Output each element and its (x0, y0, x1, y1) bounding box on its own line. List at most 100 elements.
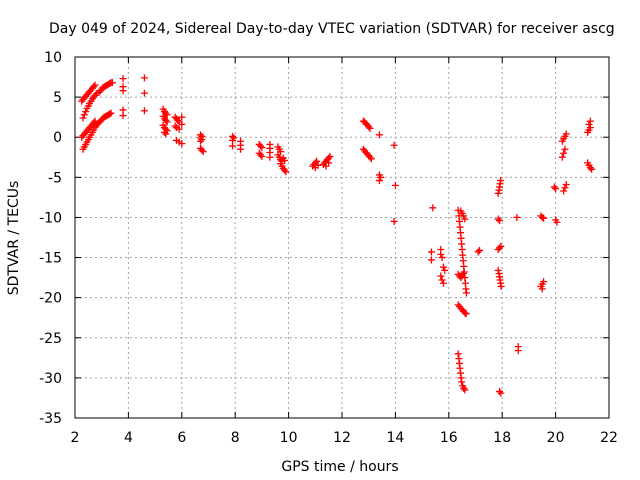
data-point (258, 144, 266, 152)
data-point (439, 279, 447, 287)
data-point (459, 212, 467, 220)
x-tick-label: 10 (280, 430, 298, 446)
data-point (588, 165, 596, 173)
data-point (538, 285, 546, 293)
x-tick-label: 8 (231, 430, 240, 446)
data-point (281, 166, 289, 174)
data-point (586, 164, 594, 172)
data-point (460, 384, 468, 392)
data-point (552, 185, 560, 193)
data-point (457, 274, 465, 282)
data-point (540, 278, 548, 286)
data-point (441, 266, 449, 274)
data-point (171, 122, 179, 130)
data-point (497, 177, 505, 185)
data-point (560, 149, 568, 157)
data-point (437, 272, 445, 280)
data-point (162, 116, 170, 124)
x-tick-label: 6 (177, 430, 186, 446)
data-point (107, 109, 115, 117)
data-point (476, 246, 484, 254)
data-point (229, 142, 237, 150)
data-points (78, 74, 596, 397)
data-point (198, 136, 206, 144)
data-point (80, 111, 88, 119)
data-point (325, 159, 333, 167)
data-point (461, 309, 469, 317)
data-point (91, 81, 99, 89)
data-point (558, 153, 566, 161)
x-tick-label: 12 (333, 430, 351, 446)
data-point (497, 389, 505, 397)
data-point (365, 123, 373, 131)
axis-ticks (74, 56, 610, 419)
x-axis-label: GPS time / hours (281, 459, 398, 475)
data-point (586, 117, 594, 125)
data-point (438, 254, 446, 262)
data-point (178, 120, 186, 128)
data-point (496, 244, 504, 252)
data-point (140, 89, 148, 97)
data-point (140, 74, 148, 82)
data-point (237, 145, 245, 153)
y-tick-label: -35 (39, 411, 62, 427)
y-tick-label: -30 (39, 371, 62, 387)
data-point (461, 215, 469, 223)
data-point (561, 145, 569, 153)
y-tick-label: -5 (48, 170, 62, 186)
data-point (540, 214, 548, 222)
x-tick-label: 16 (440, 430, 458, 446)
data-point (257, 151, 265, 159)
data-point (314, 161, 322, 169)
data-point (514, 347, 522, 355)
data-point (174, 116, 182, 124)
data-point (538, 213, 546, 221)
data-point (162, 130, 170, 138)
data-point (497, 242, 505, 250)
data-point (585, 120, 593, 128)
data-point (496, 388, 504, 396)
data-point (79, 114, 87, 122)
x-tick-label: 20 (547, 430, 565, 446)
data-point (90, 83, 98, 91)
data-point (282, 168, 290, 176)
data-point (437, 250, 445, 258)
y-tick-label: 0 (53, 130, 62, 146)
data-point (160, 128, 168, 136)
data-point (119, 87, 127, 95)
y-tick-label: 5 (53, 90, 62, 106)
data-point (427, 248, 435, 256)
data-point (497, 282, 505, 290)
grid-lines (75, 57, 609, 418)
data-point (462, 289, 470, 297)
x-tick-label: 14 (386, 430, 404, 446)
data-point (163, 118, 171, 126)
data-point (390, 217, 398, 225)
data-point (257, 142, 265, 150)
y-tick-label: -10 (39, 210, 62, 226)
x-tick-label: 2 (71, 430, 80, 446)
data-point (474, 248, 482, 256)
data-point (367, 155, 375, 163)
data-point (196, 137, 204, 145)
data-point (198, 146, 206, 154)
data-point (454, 350, 462, 358)
data-point (326, 152, 334, 160)
data-point (391, 181, 399, 189)
data-point (561, 184, 569, 192)
data-point (461, 386, 469, 394)
data-point (366, 153, 374, 161)
data-point (178, 140, 186, 148)
data-point (513, 213, 521, 221)
data-point (560, 187, 568, 195)
data-point (178, 113, 186, 121)
data-point (366, 124, 374, 132)
data-point (108, 79, 116, 87)
data-point (562, 181, 570, 189)
data-point (427, 256, 435, 264)
x-tick-label: 4 (124, 430, 133, 446)
y-tick-labels: 10 5 0 -5 -10 -15 -20 -25 -30 -35 (39, 50, 62, 427)
data-point (586, 124, 594, 132)
data-point (550, 183, 558, 191)
